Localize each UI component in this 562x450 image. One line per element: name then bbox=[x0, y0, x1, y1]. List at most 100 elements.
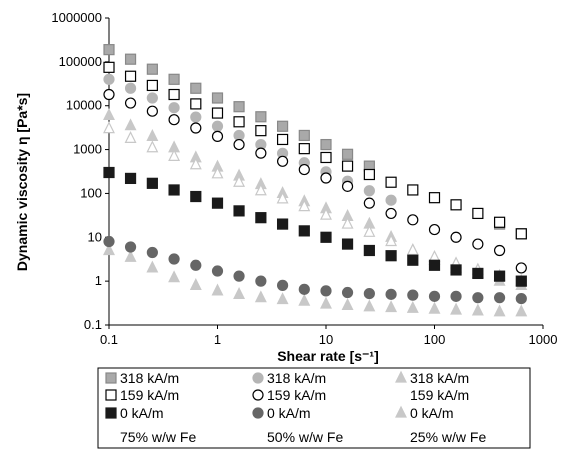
data-point bbox=[124, 118, 137, 131]
data-point bbox=[211, 283, 224, 296]
data-point bbox=[190, 259, 202, 271]
data-point bbox=[515, 262, 527, 274]
data-point bbox=[168, 73, 180, 85]
legend-marker bbox=[395, 405, 407, 418]
data-point bbox=[385, 207, 397, 220]
data-point bbox=[124, 172, 137, 185]
legend-entry-label: 159 kA/m bbox=[410, 387, 469, 403]
data-point bbox=[146, 246, 158, 259]
data-point bbox=[233, 138, 245, 151]
legend-entry-label: 318 kA/m bbox=[267, 370, 326, 386]
data-point bbox=[168, 149, 181, 161]
data-point bbox=[450, 199, 462, 211]
data-point bbox=[146, 63, 158, 75]
data-point bbox=[341, 298, 354, 310]
data-point bbox=[320, 138, 332, 151]
data-point bbox=[385, 194, 397, 206]
data-point bbox=[385, 176, 397, 188]
data-point bbox=[407, 289, 419, 301]
data-point bbox=[428, 301, 441, 314]
legend-entry-label: 0 kA/m bbox=[267, 405, 311, 421]
y-tick-label: 1000000 bbox=[51, 10, 102, 25]
data-point bbox=[146, 105, 158, 117]
data-point bbox=[103, 166, 115, 179]
data-point bbox=[276, 292, 289, 305]
data-point bbox=[363, 197, 375, 209]
data-point bbox=[363, 287, 375, 300]
data-point bbox=[146, 92, 158, 104]
data-point bbox=[493, 216, 506, 228]
data-point bbox=[255, 212, 267, 224]
legend-entry-label: 0 kA/m bbox=[410, 405, 454, 421]
legend-marker bbox=[395, 370, 407, 383]
data-point bbox=[233, 287, 246, 299]
data-point bbox=[363, 168, 375, 181]
data-point bbox=[103, 61, 115, 73]
data-point bbox=[515, 292, 527, 305]
data-point bbox=[168, 102, 180, 114]
data-point bbox=[276, 218, 289, 230]
legend-entry-label: 318 kA/m bbox=[120, 370, 179, 386]
data-point bbox=[211, 166, 224, 179]
data-point bbox=[320, 285, 332, 297]
data-point bbox=[298, 283, 310, 295]
data-point bbox=[385, 288, 397, 300]
data-point bbox=[233, 129, 245, 142]
data-point bbox=[233, 270, 245, 282]
y-tick-label: 0.1 bbox=[84, 317, 102, 332]
data-point bbox=[385, 234, 398, 247]
data-point bbox=[450, 231, 462, 243]
data-point bbox=[254, 290, 267, 303]
data-point bbox=[103, 73, 115, 85]
data-point bbox=[190, 111, 202, 123]
data-point bbox=[341, 238, 354, 250]
legend-entry-label: 159 kA/m bbox=[267, 387, 326, 403]
data-markers bbox=[103, 44, 528, 317]
data-point bbox=[363, 299, 376, 312]
data-point bbox=[211, 265, 224, 277]
data-point bbox=[190, 122, 202, 134]
legend-marker bbox=[252, 389, 264, 401]
plot-axes: 0.1 1 10 100 1000 10000 100000 1000000 0.1 1 10 100… bbox=[51, 10, 557, 347]
data-point bbox=[168, 114, 180, 126]
legend-group-label: 75% w/w Fe bbox=[120, 429, 196, 445]
legend-group-label: 25% w/w Fe bbox=[410, 429, 486, 445]
data-point bbox=[124, 82, 137, 94]
data-point bbox=[103, 243, 115, 256]
data-point bbox=[124, 131, 137, 143]
data-point bbox=[472, 238, 484, 250]
data-point bbox=[428, 290, 441, 302]
data-point bbox=[363, 185, 375, 197]
x-axis-label: Shear rate [s⁻¹] bbox=[277, 348, 379, 364]
data-point bbox=[211, 197, 224, 209]
data-point bbox=[428, 192, 441, 204]
data-point bbox=[146, 177, 158, 189]
data-point bbox=[124, 70, 137, 82]
data-point bbox=[341, 216, 354, 229]
data-point bbox=[124, 97, 137, 109]
data-point bbox=[493, 270, 506, 282]
legend-entry-label: 159 kA/m bbox=[120, 387, 179, 403]
x-tick-label: 100 bbox=[424, 332, 446, 347]
data-point bbox=[276, 191, 289, 204]
data-point bbox=[450, 264, 462, 276]
data-point bbox=[103, 44, 115, 56]
data-point bbox=[254, 183, 267, 196]
data-point bbox=[168, 253, 180, 265]
data-point bbox=[407, 214, 419, 226]
data-point bbox=[211, 120, 224, 132]
data-point bbox=[298, 163, 310, 176]
data-point bbox=[276, 133, 289, 146]
data-point bbox=[103, 108, 115, 121]
data-point bbox=[406, 300, 419, 313]
data-point bbox=[515, 304, 528, 317]
data-point bbox=[211, 107, 224, 119]
data-point bbox=[168, 88, 180, 101]
data-point bbox=[406, 243, 419, 256]
legend-group-label: 50% w/w Fe bbox=[267, 429, 343, 445]
data-point bbox=[276, 155, 289, 167]
data-point bbox=[341, 180, 354, 192]
data-point bbox=[190, 82, 202, 94]
x-tick-label: 0.1 bbox=[100, 332, 118, 347]
